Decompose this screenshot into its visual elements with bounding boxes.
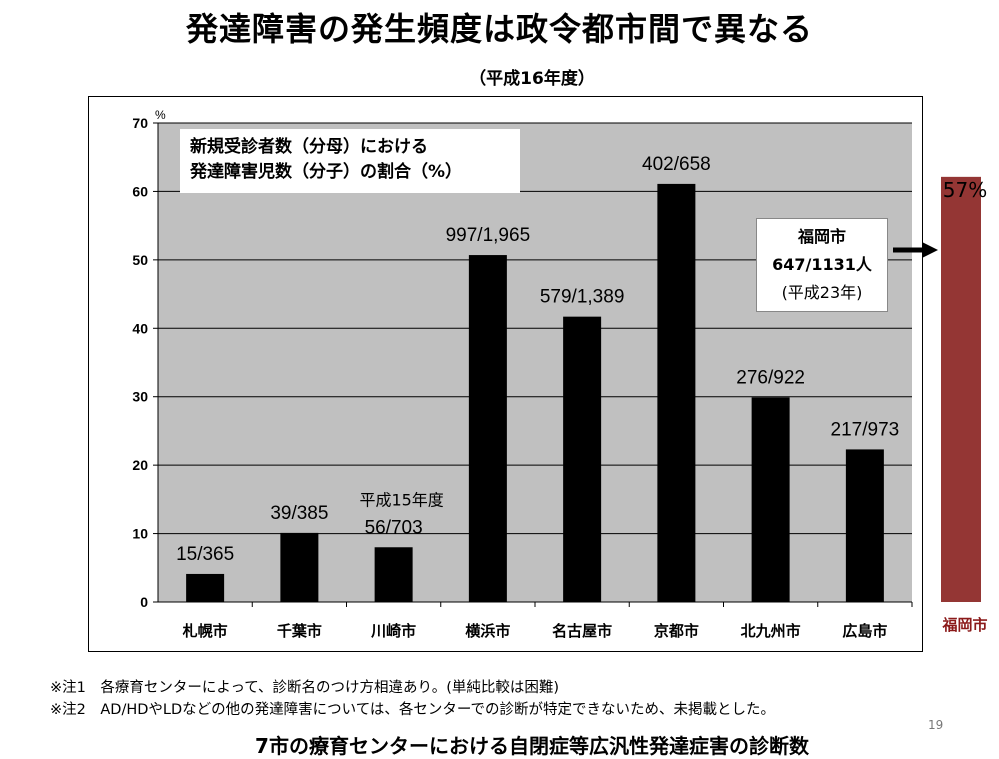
bar-1 [186, 573, 225, 602]
bar-8 [845, 449, 884, 602]
y-tick-label: 50 [132, 252, 148, 268]
plot-area [158, 123, 912, 602]
bar-7 [751, 397, 790, 602]
legend-line-2: 発達障害児数（分子）の割合（%） [190, 162, 463, 182]
y-tick-label: 20 [132, 457, 148, 473]
bar-4 [468, 255, 507, 602]
x-category-label: 北九州市 [741, 622, 801, 640]
bar-6 [657, 183, 696, 602]
y-axis-unit-label: % [155, 108, 166, 122]
legend-line-1: 新規受診者数（分母）における [190, 137, 428, 157]
x-category-label: 千葉市 [277, 622, 322, 640]
data-label: 997/1,965 [446, 225, 531, 246]
fukuoka-callout-year: (平成23年) [781, 283, 863, 302]
y-tick-label: 70 [132, 115, 148, 131]
x-category-label: 名古屋市 [552, 622, 612, 640]
bar-5 [563, 316, 602, 602]
note-1: ※注1 各療育センターによって、診断名のつけ方相違あり。(単純比較は困難) [50, 680, 560, 696]
y-tick-label: 40 [132, 320, 148, 336]
y-tick-label: 10 [132, 526, 148, 542]
fukuoka-percent-label: 57% [942, 178, 988, 202]
data-label: 56/703 [365, 517, 423, 538]
x-category-label: 京都市 [654, 622, 699, 640]
x-category-label: 広島市 [842, 622, 887, 640]
slide-title: 発達障害の発生頻度は政令都市間で異なる [185, 10, 813, 48]
data-label: 15/365 [176, 544, 234, 565]
page-number: 19 [928, 718, 944, 732]
y-tick-label: 60 [132, 183, 148, 199]
slide-subtitle: （平成16年度） [469, 69, 595, 89]
bar-3 [374, 547, 413, 602]
fukuoka-callout-count: 647/1131人 [772, 255, 872, 274]
y-tick-label: 30 [132, 389, 148, 405]
data-label: 217/973 [831, 419, 900, 440]
arrow-right-icon [922, 242, 938, 258]
data-label: 402/658 [642, 154, 711, 175]
note-2: ※注2 AD/HDやLDなどの他の発達障害については、各センターでの診断が特定で… [50, 702, 776, 718]
bar-2 [280, 532, 319, 602]
chart-legend-box: 新規受診者数（分母）における 発達障害児数（分子）の割合（%） [180, 129, 520, 193]
y-tick-label: 0 [140, 594, 148, 610]
data-label: 579/1,389 [540, 287, 625, 308]
kawasaki-year-annotation: 平成15年度 [359, 490, 443, 509]
x-category-label: 札幌市 [182, 622, 228, 640]
fukuoka-callout-city: 福岡市 [797, 227, 846, 246]
fukuoka-bar [941, 176, 981, 603]
data-label: 276/922 [736, 367, 805, 388]
fukuoka-category-label: 福岡市 [942, 616, 988, 634]
fukuoka-callout: 福岡市 647/1131人 (平成23年) [756, 218, 888, 312]
x-category-label: 横浜市 [465, 622, 510, 640]
data-label: 39/385 [270, 503, 328, 524]
footer-title: 7市の療育センターにおける自閉症等広汎性発達症害の診断数 [255, 734, 809, 758]
x-category-label: 川崎市 [370, 622, 416, 640]
